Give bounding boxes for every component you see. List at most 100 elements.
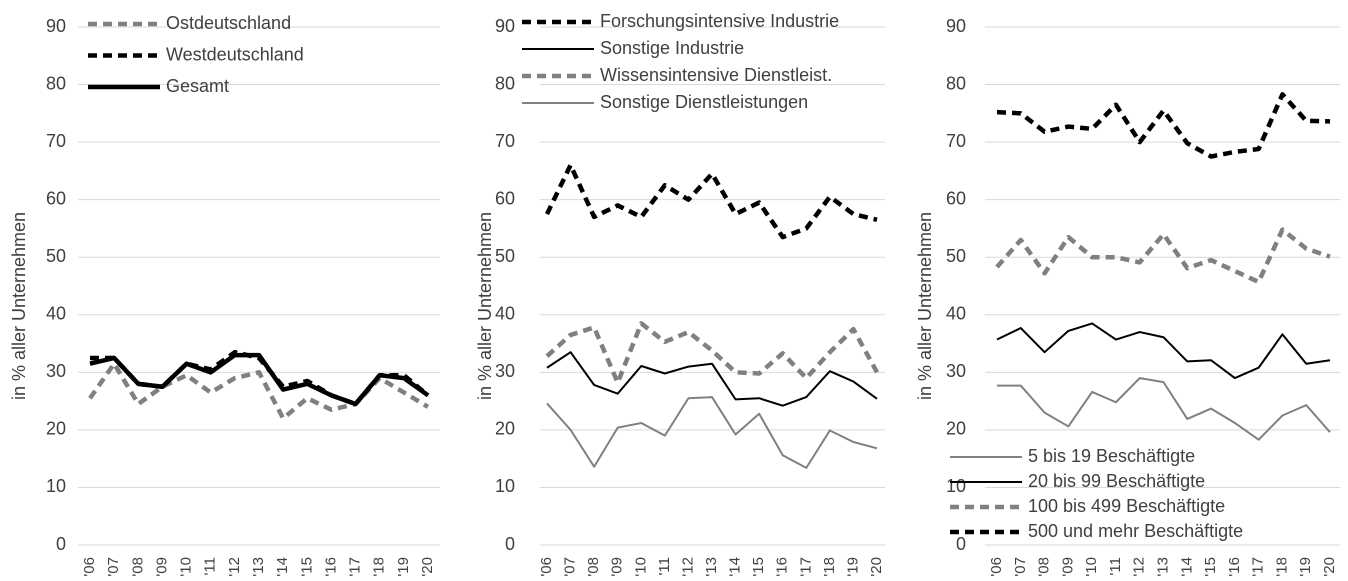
data-line	[995, 227, 1331, 285]
x-tick-label: '09	[1059, 557, 1076, 577]
y-tick-label: 30	[495, 361, 515, 381]
x-tick-label: '19	[844, 557, 861, 577]
x-tick-label: '16	[322, 557, 339, 577]
x-tick-label: '14	[727, 557, 744, 577]
y-tick-label: 0	[56, 534, 66, 554]
x-tick-label: '16	[1226, 557, 1243, 577]
data-line	[88, 361, 430, 421]
data-line	[89, 352, 430, 407]
data-line	[546, 396, 878, 469]
x-tick-label: '17	[797, 557, 814, 577]
y-tick-label: 80	[495, 73, 515, 93]
y-tick-label: 50	[495, 246, 515, 266]
x-tick-label: '09	[153, 557, 170, 577]
data-line	[996, 322, 1331, 380]
x-tick-label: '13	[703, 557, 720, 577]
y-axis-label: in % aller Unternehmen	[475, 212, 495, 400]
x-tick-label: '09	[609, 557, 626, 577]
y-tick-label: 40	[46, 304, 66, 324]
y-tick-label: 80	[946, 73, 966, 93]
y-tick-label: 30	[46, 361, 66, 381]
y-tick-label: 0	[956, 534, 966, 554]
x-tick-label: '15	[298, 557, 315, 577]
x-tick-label: '18	[821, 557, 838, 577]
x-tick-label: '11	[1107, 557, 1124, 575]
x-tick-label: '11	[656, 557, 673, 575]
x-tick-label: '13	[1154, 557, 1171, 577]
x-tick-label: '07	[1012, 557, 1029, 577]
x-tick-label: '20	[868, 557, 885, 577]
x-tick-label: '12	[679, 557, 696, 577]
y-tick-label: 20	[495, 419, 515, 439]
legend-label: Sonstige Dienstleistungen	[600, 92, 808, 112]
y-tick-label: 20	[946, 419, 966, 439]
y-tick-label: 20	[46, 419, 66, 439]
x-tick-label: '16	[774, 557, 791, 577]
x-tick-label: '17	[1250, 557, 1267, 577]
y-axis-label: in % aller Unternehmen	[915, 212, 935, 400]
x-tick-label: '14	[274, 557, 291, 577]
legend-label: 100 bis 499 Beschäftigte	[1028, 496, 1225, 516]
legend-label: 500 und mehr Beschäftigte	[1028, 521, 1243, 541]
y-tick-label: 40	[495, 304, 515, 324]
y-tick-label: 70	[495, 131, 515, 151]
data-line	[996, 92, 1331, 159]
x-tick-label: '11	[202, 557, 219, 575]
legend-label: Sonstige Industrie	[600, 38, 744, 58]
y-tick-label: 10	[946, 476, 966, 496]
x-tick-label: '06	[988, 557, 1005, 577]
legend-label: 5 bis 19 Beschäftigte	[1028, 446, 1195, 466]
x-tick-label: '17	[347, 557, 364, 577]
x-tick-label: '08	[585, 557, 602, 577]
y-tick-label: 90	[946, 16, 966, 36]
x-tick-label: '08	[129, 557, 146, 577]
y-tick-label: 40	[946, 304, 966, 324]
y-tick-label: 60	[946, 188, 966, 208]
legend-label: 20 bis 99 Beschäftigte	[1028, 471, 1205, 491]
x-tick-label: '07	[562, 557, 579, 577]
y-tick-label: 0	[505, 534, 515, 554]
x-tick-label: '10	[178, 557, 195, 577]
y-tick-label: 10	[495, 476, 515, 496]
y-tick-label: 60	[46, 188, 66, 208]
data-line	[545, 321, 879, 385]
data-line	[546, 351, 878, 407]
x-tick-label: '08	[1036, 557, 1053, 577]
legend-label: Ostdeutschland	[166, 13, 291, 33]
x-tick-label: '20	[419, 557, 436, 577]
y-tick-label: 30	[946, 361, 966, 381]
legend-label: Wissensintensive Dienstleist.	[600, 65, 832, 85]
y-tick-label: 10	[46, 476, 66, 496]
x-tick-label: '19	[1297, 557, 1314, 577]
legend-label: Forschungsintensive Industrie	[600, 11, 839, 31]
x-tick-label: '12	[226, 557, 243, 577]
x-tick-label: '14	[1178, 557, 1195, 577]
x-tick-label: '19	[395, 557, 412, 577]
y-tick-label: 90	[46, 16, 66, 36]
x-tick-label: '18	[371, 557, 388, 577]
y-axis-label: in % aller Unternehmen	[9, 212, 29, 400]
data-line	[544, 162, 878, 240]
y-tick-label: 80	[46, 73, 66, 93]
y-tick-label: 70	[946, 131, 966, 151]
x-tick-label: '07	[105, 557, 122, 577]
x-tick-label: '20	[1321, 557, 1338, 577]
data-line	[997, 377, 1331, 441]
x-tick-label: '06	[538, 557, 555, 577]
x-tick-label: '15	[750, 557, 767, 577]
y-tick-label: 90	[495, 16, 515, 36]
x-tick-label: '12	[1131, 557, 1148, 577]
x-tick-label: '18	[1273, 557, 1290, 577]
y-tick-label: 50	[946, 246, 966, 266]
y-tick-label: 60	[495, 188, 515, 208]
x-tick-label: '10	[1083, 557, 1100, 577]
y-tick-label: 50	[46, 246, 66, 266]
legend-label: Westdeutschland	[166, 44, 304, 64]
x-tick-label: '06	[81, 557, 98, 577]
x-tick-label: '15	[1202, 557, 1219, 577]
legend-label: Gesamt	[166, 76, 229, 96]
y-tick-label: 70	[46, 131, 66, 151]
x-tick-label: '13	[250, 557, 267, 577]
x-tick-label: '10	[632, 557, 649, 577]
